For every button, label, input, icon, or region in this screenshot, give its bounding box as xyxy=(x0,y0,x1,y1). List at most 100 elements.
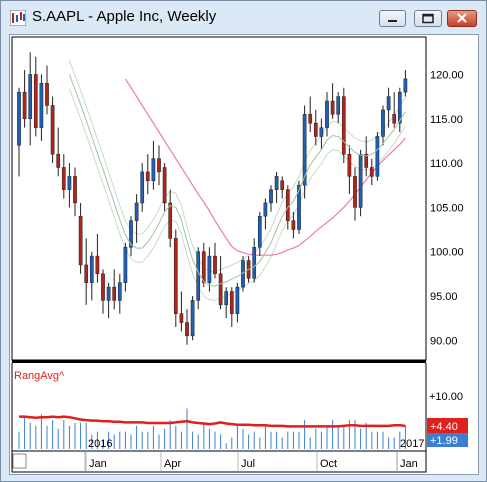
candle-body xyxy=(84,264,89,283)
candle xyxy=(185,309,189,345)
candle xyxy=(392,92,397,128)
ma-slow-line xyxy=(124,78,406,256)
candle-body xyxy=(129,220,133,248)
candle xyxy=(162,163,167,212)
candle xyxy=(157,145,161,186)
pane-separator[interactable] xyxy=(12,360,426,363)
candle-body xyxy=(179,313,184,323)
candle xyxy=(45,65,49,115)
candle xyxy=(213,242,217,279)
indicator-ytick-label: +10.00 xyxy=(429,391,463,403)
candle xyxy=(291,211,296,239)
price-axis-labels: 120.00 115.00 110.00 105.00 100.00 95.00 90.00 xyxy=(430,69,464,347)
candle-body xyxy=(381,109,385,137)
candle xyxy=(67,163,72,208)
ma-band-upper xyxy=(68,60,406,273)
time-tick-label: 2016 xyxy=(88,438,112,450)
title-bar[interactable]: S.AAPL - Apple Inc, Weekly xyxy=(1,1,486,31)
chart-svg[interactable]: 120.00 115.00 110.00 105.00 100.00 95.00 90.00… xyxy=(10,35,478,474)
candle xyxy=(313,109,318,146)
candle-body xyxy=(157,158,161,173)
time-axis[interactable] xyxy=(11,450,427,473)
time-tick-label: Jan xyxy=(89,458,107,470)
price-tick-label: 110.00 xyxy=(430,158,463,170)
price-tick-label: 115.00 xyxy=(430,114,463,126)
candle-body xyxy=(291,220,296,230)
candle xyxy=(179,291,184,332)
candle-body xyxy=(397,91,402,124)
range-last-badge xyxy=(427,433,468,447)
candle-body xyxy=(112,286,117,301)
candle-body xyxy=(218,273,223,306)
ma-slow-layer xyxy=(124,78,406,256)
rangavg-line-layer xyxy=(19,415,406,428)
rangavg-last-badge xyxy=(427,418,468,433)
candle-body xyxy=(106,286,111,301)
candle-body xyxy=(269,189,273,204)
window-title: S.AAPL - Apple Inc, Weekly xyxy=(32,8,217,25)
scroll-handle[interactable] xyxy=(12,453,27,469)
rangavg-line xyxy=(19,415,406,428)
candle-body xyxy=(274,176,279,190)
maximize-icon xyxy=(422,13,434,24)
app-chart-icon xyxy=(10,10,26,26)
candle xyxy=(190,295,195,341)
candle xyxy=(207,247,212,292)
candle xyxy=(381,105,385,146)
candle xyxy=(95,233,100,283)
candle-body xyxy=(341,96,346,155)
candle-body xyxy=(185,322,189,337)
ma-fast-layer xyxy=(68,74,406,287)
candle-body xyxy=(358,153,363,208)
close-button[interactable] xyxy=(447,10,477,27)
rangavg-last-value: +4.40 xyxy=(430,421,458,433)
candle-body xyxy=(336,96,341,115)
candle xyxy=(252,238,257,283)
candle xyxy=(302,105,307,199)
candle-body xyxy=(285,189,290,221)
candle-body xyxy=(386,96,391,111)
candle-body xyxy=(123,246,128,283)
candle-body xyxy=(213,255,217,275)
maximize-button[interactable] xyxy=(414,10,442,27)
candle-body xyxy=(319,127,324,137)
minimize-button[interactable] xyxy=(379,10,406,27)
candle-body xyxy=(45,83,49,106)
candle xyxy=(263,198,268,230)
candle xyxy=(106,282,111,319)
price-tick-label: 90.00 xyxy=(430,335,458,347)
time-axis-labels: 2016 Jan Apr Jul Oct 2017 Jan xyxy=(84,438,424,472)
time-tick-label: Jan xyxy=(400,458,418,470)
candle xyxy=(319,118,324,150)
candle-body xyxy=(89,255,94,283)
candles-layer xyxy=(17,52,408,345)
candle-body xyxy=(235,286,240,314)
candle xyxy=(218,256,223,310)
candle xyxy=(129,216,133,257)
candle xyxy=(112,269,117,310)
indicator-title: RangAvg^ xyxy=(14,370,65,382)
candle xyxy=(134,194,139,243)
candle xyxy=(140,163,145,212)
candle-body xyxy=(95,255,100,275)
candle-body xyxy=(347,153,352,177)
candle xyxy=(151,140,156,190)
candle-body xyxy=(313,122,318,137)
candle-body xyxy=(224,291,229,306)
candle xyxy=(56,127,61,177)
candle xyxy=(369,158,374,186)
candle xyxy=(50,96,55,164)
candle-body xyxy=(101,273,105,301)
candle-body xyxy=(257,215,262,248)
candle-body xyxy=(364,153,369,168)
time-tick-label: Apr xyxy=(164,458,181,470)
candle xyxy=(33,56,38,137)
candle-body xyxy=(229,291,234,314)
candle-body xyxy=(201,251,206,283)
close-icon xyxy=(457,13,467,23)
candle-body xyxy=(196,251,201,301)
time-tick-label: Oct xyxy=(320,458,337,470)
ma-fast-line xyxy=(68,74,406,287)
candle xyxy=(61,154,66,199)
